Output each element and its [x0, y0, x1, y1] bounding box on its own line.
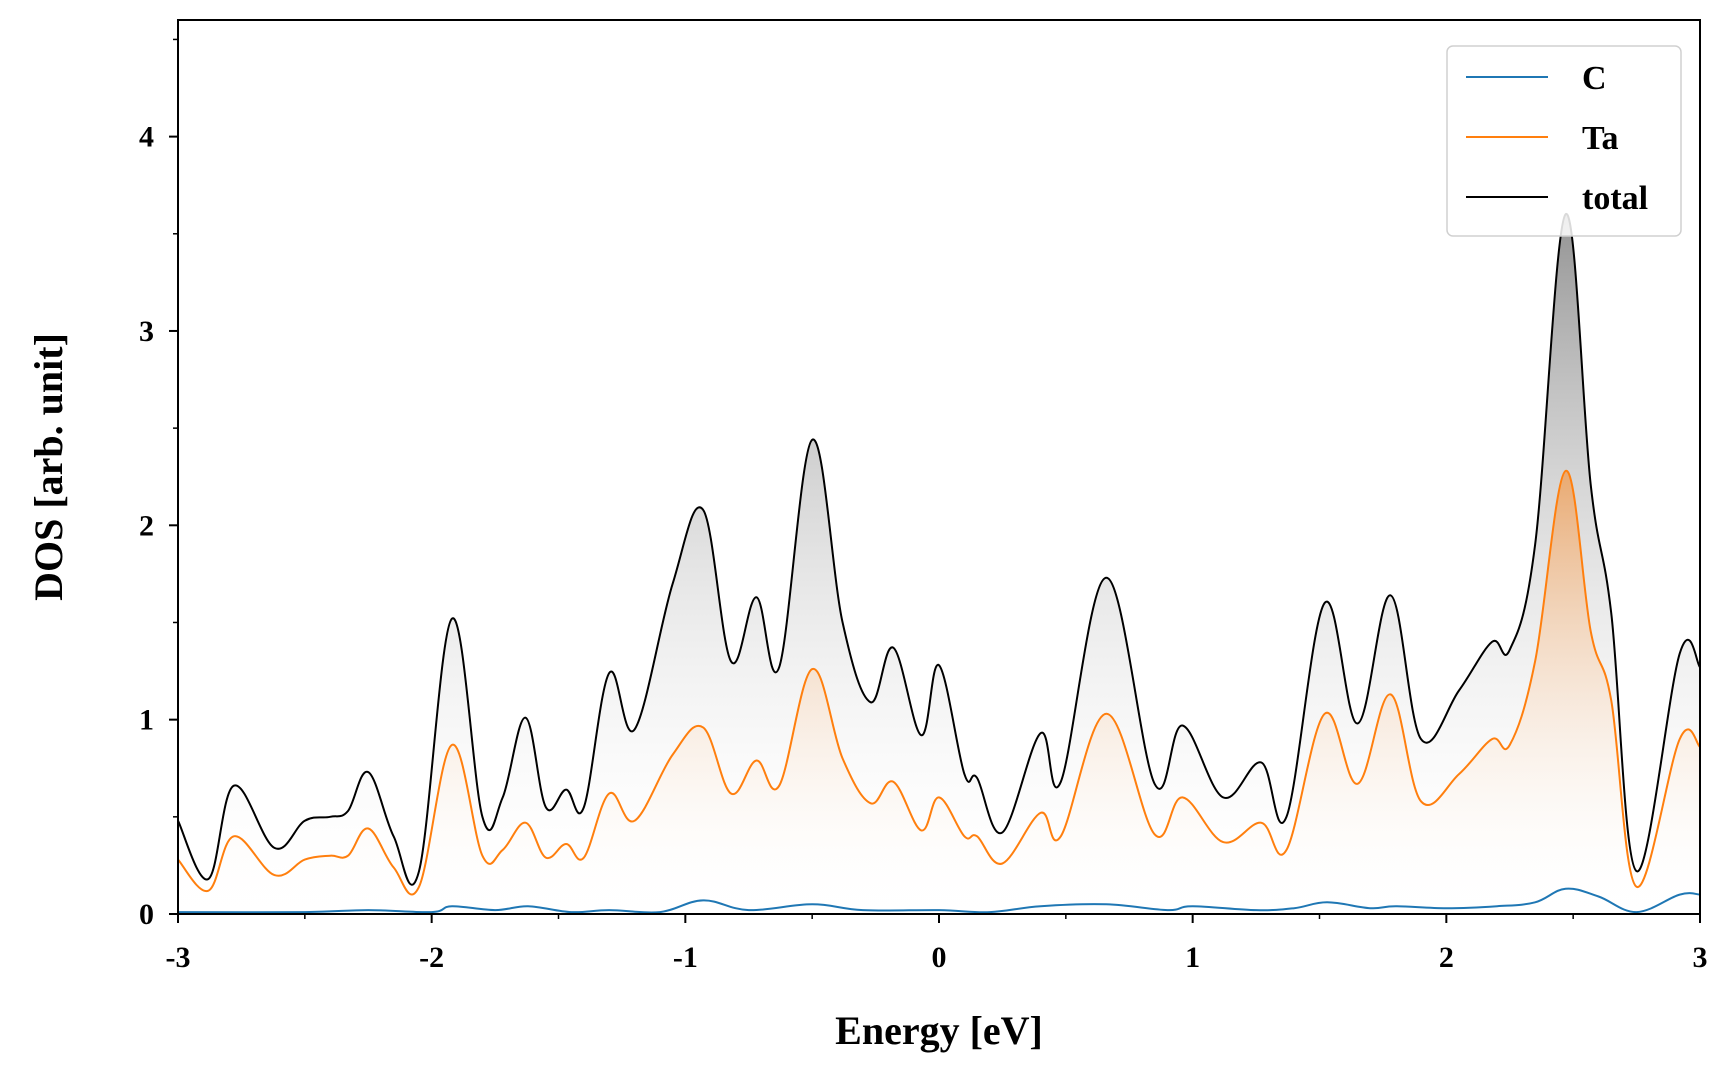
series-line-c	[178, 887, 1700, 914]
legend: C Ta total	[1446, 45, 1682, 237]
y-axis-label: DOS [arb. unit]	[26, 333, 71, 601]
x-axis-label: Energy [eV]	[835, 1008, 1043, 1053]
legend-label-ta: Ta	[1582, 120, 1619, 157]
series-line-ta	[178, 469, 1700, 896]
y-tick-label: 3	[139, 315, 154, 348]
x-tick-label: -1	[673, 941, 698, 974]
x-tick-label: 1	[1185, 941, 1200, 974]
legend-label-total: total	[1582, 180, 1648, 217]
x-tick-label: 2	[1439, 941, 1454, 974]
legend-label-c: C	[1582, 60, 1607, 97]
x-tick-label: -2	[419, 941, 444, 974]
series-line-total	[178, 213, 1700, 886]
x-tick-label: 3	[1693, 941, 1708, 974]
x-tick-label: -3	[166, 941, 191, 974]
x-tick-label: 0	[932, 941, 947, 974]
plot-area	[178, 213, 1700, 914]
y-tick-label: 1	[139, 704, 154, 737]
y-tick-label: 0	[139, 898, 154, 931]
axis-ticks: -3 -2 -1 0 1 2 3 0 1 2 3 4	[139, 38, 1708, 974]
y-tick-label: 4	[139, 121, 154, 154]
legend-box	[1446, 45, 1682, 237]
y-tick-label: 2	[139, 509, 154, 542]
series-fill-ta	[178, 470, 1700, 914]
